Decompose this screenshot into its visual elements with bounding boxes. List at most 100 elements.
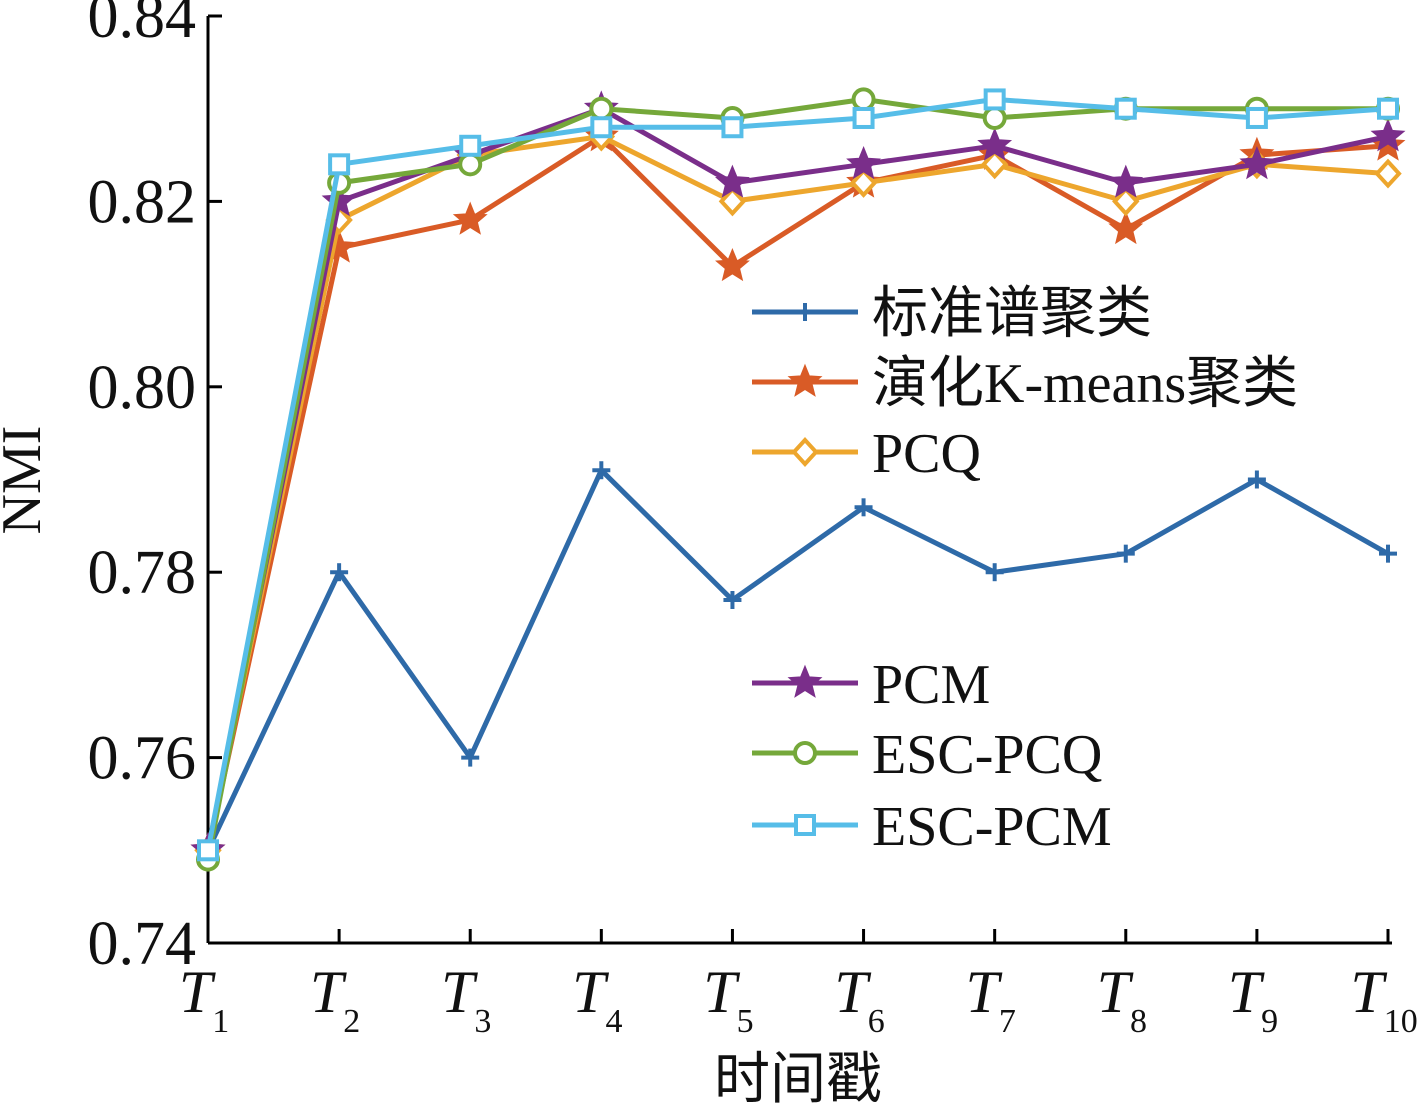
y-tick-label: 0.76 [88, 725, 197, 793]
data-point [197, 839, 219, 862]
data-point [980, 149, 1009, 180]
series-line [205, 134, 1389, 851]
x-tick-base: T [703, 959, 740, 1025]
series-layer [190, 87, 1406, 872]
data-point [321, 183, 357, 217]
data-point [723, 591, 742, 610]
data-point [1108, 164, 1144, 198]
axes [206, 16, 1392, 945]
x-tick-subscript: 3 [474, 1003, 491, 1040]
legend-swatch-marker [794, 814, 816, 836]
data-point [1239, 145, 1275, 180]
data-point [1374, 158, 1402, 189]
x-tick-label: T7 [965, 959, 1015, 1040]
x-tick-base: T [965, 959, 1002, 1025]
y-ticks: 0.74 0.76 0.78 0.80 0.82 0.84 [88, 0, 222, 978]
x-axis-label: 时间戳 [714, 1049, 882, 1111]
data-point [982, 105, 1007, 130]
x-tick-base: T [1097, 959, 1134, 1025]
data-point [328, 153, 351, 176]
data-point [1112, 186, 1140, 217]
x-tick-subscript: 9 [1261, 1003, 1278, 1040]
series-line [205, 106, 1389, 851]
data-point [977, 127, 1013, 161]
legend-label: PCQ [872, 423, 981, 485]
data-point [589, 96, 614, 121]
data-point [1379, 544, 1397, 563]
legend-item: 标准谱聚类 [752, 283, 1152, 345]
data-point [715, 247, 750, 282]
data-point [846, 145, 881, 180]
y-tick-label: 0.78 [88, 539, 197, 607]
data-point [849, 167, 878, 198]
data-point [459, 134, 482, 157]
data-point [1377, 97, 1399, 120]
x-tick-label: T6 [834, 959, 884, 1040]
legend-swatch-marker [791, 437, 819, 467]
legend-item: ESC-PCQ [752, 724, 1102, 786]
x-ticks: T1 T2 T3 T4 T5 T6 T7 T8 T9 T10 [179, 929, 1418, 1040]
series-line [205, 96, 1388, 861]
data-point [1114, 97, 1137, 120]
legend-item: ESC-PCM [752, 796, 1112, 858]
data-point [461, 748, 480, 767]
x-tick-label: T9 [1228, 959, 1278, 1040]
series-line [205, 467, 1390, 852]
data-point [458, 152, 483, 177]
series-0 [199, 461, 1397, 860]
data-point [721, 116, 744, 139]
x-tick-label: T1 [179, 959, 229, 1040]
y-tick-label: 0.82 [88, 168, 197, 236]
data-point [985, 563, 1004, 582]
x-tick-subscript: 7 [999, 1003, 1016, 1040]
data-point [590, 116, 613, 139]
x-tick-subscript: 6 [868, 1003, 885, 1040]
y-tick-label: 0.84 [88, 0, 197, 51]
data-point [983, 88, 1006, 111]
x-tick-base: T [179, 959, 216, 1025]
series-5 [197, 88, 1399, 862]
data-point [1116, 544, 1135, 563]
data-point [852, 106, 875, 129]
legend-item: 演化K-means聚类 [752, 353, 1298, 415]
data-point [718, 186, 747, 217]
legend-swatch-marker [793, 741, 817, 765]
x-tick-subscript: 1 [212, 1003, 229, 1040]
x-tick-subscript: 10 [1384, 1003, 1418, 1040]
x-tick-base: T [310, 959, 347, 1025]
x-tick-subscript: 8 [1130, 1003, 1147, 1040]
x-tick-label: T5 [703, 959, 753, 1040]
legend-item: PCM [752, 654, 990, 716]
data-point [1370, 118, 1406, 152]
legend-label: 演化K-means聚类 [872, 353, 1298, 415]
x-tick-base: T [441, 959, 478, 1025]
x-tick-subscript: 4 [606, 1003, 623, 1040]
data-point [851, 87, 876, 112]
legend-item: PCQ [752, 423, 981, 485]
x-tick-label: T2 [310, 959, 360, 1040]
x-tick-base: T [1350, 959, 1387, 1025]
x-tick-label: T8 [1097, 959, 1147, 1040]
x-tick-label: T3 [441, 959, 491, 1040]
x-tick-subscript: 2 [343, 1003, 360, 1040]
data-point [1108, 210, 1144, 245]
data-point [1247, 470, 1266, 489]
legend-label: ESC-PCQ [872, 724, 1102, 786]
y-axis-label: NMI [0, 426, 53, 535]
data-point [1245, 106, 1268, 129]
series-3 [190, 90, 1406, 866]
legend-swatch-marker [796, 303, 814, 321]
legend-label: ESC-PCM [872, 796, 1112, 858]
x-tick-base: T [834, 959, 871, 1025]
x-tick-label: T4 [572, 959, 622, 1040]
legend-swatch-marker [787, 363, 823, 397]
series-line [205, 96, 1389, 851]
data-point [854, 498, 873, 517]
legend-label: PCM [872, 654, 990, 716]
x-tick-base: T [1228, 959, 1265, 1025]
data-point [592, 461, 611, 480]
y-tick-label: 0.74 [88, 910, 197, 978]
data-point [330, 563, 349, 582]
